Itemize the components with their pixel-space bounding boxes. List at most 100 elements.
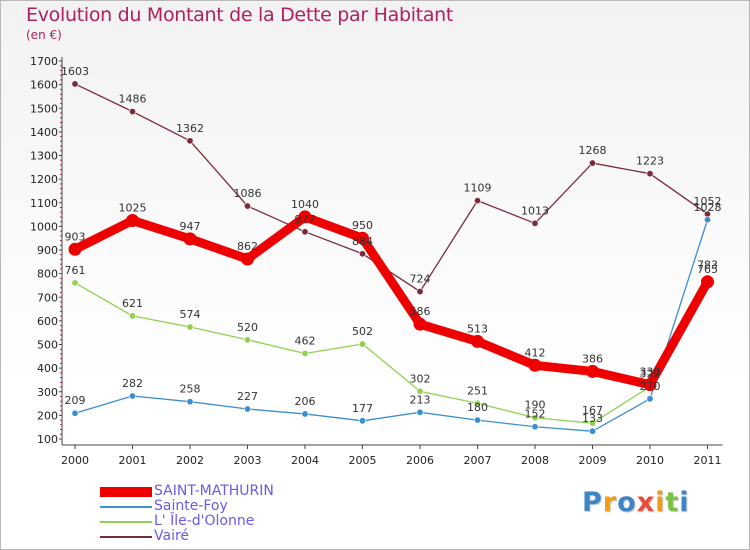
series-1-point bbox=[186, 398, 194, 406]
series-1-point bbox=[473, 416, 481, 424]
series-0-point bbox=[473, 197, 481, 205]
series-2-data-label: 167 bbox=[582, 404, 603, 417]
series-2-point bbox=[531, 414, 539, 422]
y-tick-label: 1200 bbox=[30, 173, 58, 186]
y-tick-label: 700 bbox=[37, 291, 58, 304]
x-tick-label: 2001 bbox=[119, 454, 147, 467]
series-2-point bbox=[186, 323, 194, 331]
series-0-point bbox=[244, 202, 252, 210]
series-2-data-label: 621 bbox=[122, 297, 143, 310]
series-3-point bbox=[298, 210, 312, 224]
logo-letter: r bbox=[602, 487, 618, 518]
y-tick-label: 300 bbox=[37, 386, 58, 399]
logo-letter: x bbox=[636, 487, 656, 518]
series-3-point bbox=[126, 213, 139, 227]
series-2-data-label: 251 bbox=[467, 384, 488, 397]
series-1-point bbox=[531, 423, 539, 431]
series-1-data-label: 152 bbox=[525, 408, 546, 421]
chart-subtitle: (en €) bbox=[26, 28, 62, 42]
x-tick-label: 2007 bbox=[464, 454, 492, 467]
series-2-data-label: 322 bbox=[640, 368, 661, 381]
series-3-point bbox=[241, 252, 254, 266]
x-tick-label: 2006 bbox=[406, 454, 434, 467]
series-0-data-label: 724 bbox=[410, 273, 431, 286]
series-0-data-label: 884 bbox=[352, 235, 373, 248]
legend-swatch bbox=[100, 536, 152, 538]
series-1-line bbox=[74, 219, 709, 432]
series-1-data-label: 1028 bbox=[694, 201, 722, 214]
series-2-data-label: 783 bbox=[697, 259, 718, 272]
series-0-point bbox=[531, 219, 539, 227]
series-3-data-label: 586 bbox=[410, 305, 431, 318]
series-0-point bbox=[358, 250, 366, 258]
series-2-line bbox=[74, 276, 709, 424]
series-2-point bbox=[473, 399, 481, 407]
series-0-data-label: 1486 bbox=[119, 93, 147, 106]
y-tick-label: 600 bbox=[37, 315, 58, 328]
logo-letter: i bbox=[679, 487, 690, 518]
series-3-point bbox=[68, 242, 82, 256]
x-tick-label: 2004 bbox=[291, 454, 319, 467]
series-3-point bbox=[183, 232, 197, 246]
series-3-line bbox=[70, 212, 712, 390]
series-1-point bbox=[129, 392, 137, 400]
y-tick-label: 1100 bbox=[30, 197, 58, 210]
series-2-point bbox=[129, 312, 137, 320]
series-1-point bbox=[646, 395, 654, 403]
series-3-data-label: 1025 bbox=[119, 201, 147, 214]
series-3-data-label: 903 bbox=[65, 230, 86, 243]
series-3-data-label: 862 bbox=[237, 240, 258, 253]
series-1-point bbox=[416, 408, 424, 416]
series-0-data-label: 1086 bbox=[234, 187, 262, 200]
series-1-data-label: 209 bbox=[65, 394, 86, 407]
y-tick-label: 1000 bbox=[30, 220, 58, 233]
series-2-data-label: 520 bbox=[237, 321, 258, 334]
series-0-data-label: 1362 bbox=[176, 122, 204, 135]
y-tick-label: 900 bbox=[37, 244, 58, 257]
series-3-data-label: 950 bbox=[352, 219, 373, 232]
y-tick-label: 200 bbox=[37, 409, 58, 422]
series-3-point bbox=[701, 275, 714, 289]
series-0-point bbox=[71, 80, 79, 88]
x-tick-label: 2003 bbox=[234, 454, 262, 467]
logo-letter: i bbox=[655, 487, 666, 518]
series-2-data-label: 190 bbox=[525, 399, 546, 412]
logo-letter: o bbox=[617, 487, 637, 518]
proxiti-logo: Proxiti bbox=[582, 487, 690, 518]
chart-title: Evolution du Montant de la Dette par Hab… bbox=[26, 4, 454, 26]
series-2-data-label: 761 bbox=[65, 264, 86, 277]
legend-label: Vairé bbox=[154, 528, 190, 544]
series-2-data-label: 302 bbox=[410, 372, 431, 385]
x-tick-label: 2005 bbox=[349, 454, 377, 467]
series-2-point bbox=[244, 336, 252, 344]
y-tick-label: 500 bbox=[37, 339, 58, 352]
series-0-point bbox=[416, 288, 424, 296]
series-1-data-label: 227 bbox=[237, 390, 258, 403]
y-tick-label: 1600 bbox=[30, 79, 58, 92]
series-2-point bbox=[301, 349, 309, 357]
series-2-point bbox=[71, 279, 79, 287]
series-1-point bbox=[301, 410, 309, 418]
series-0-data-label: 1603 bbox=[61, 65, 89, 78]
series-1-data-label: 282 bbox=[122, 377, 143, 390]
x-tick-label: 2011 bbox=[694, 454, 722, 467]
legend-label: Sainte-Foy bbox=[154, 498, 228, 514]
series-0-data-label: 1268 bbox=[579, 144, 607, 157]
y-tick-label: 400 bbox=[37, 362, 58, 375]
x-tick-label: 2000 bbox=[61, 454, 89, 467]
y-tick-label: 1300 bbox=[30, 150, 58, 163]
series-0-data-label: 1052 bbox=[694, 195, 722, 208]
series-1-data-label: 270 bbox=[640, 380, 661, 393]
logo-letter: P bbox=[582, 487, 603, 518]
series-3-point bbox=[413, 317, 427, 331]
legend-swatch bbox=[100, 506, 152, 508]
series-1-data-label: 177 bbox=[352, 402, 373, 415]
x-tick-label: 2008 bbox=[521, 454, 549, 467]
series-0-point bbox=[646, 170, 654, 178]
series-1-point bbox=[244, 405, 252, 413]
series-1-data-label: 133 bbox=[582, 412, 603, 425]
series-0-data-label: 1223 bbox=[636, 155, 664, 168]
logo-letter: t bbox=[665, 487, 680, 518]
